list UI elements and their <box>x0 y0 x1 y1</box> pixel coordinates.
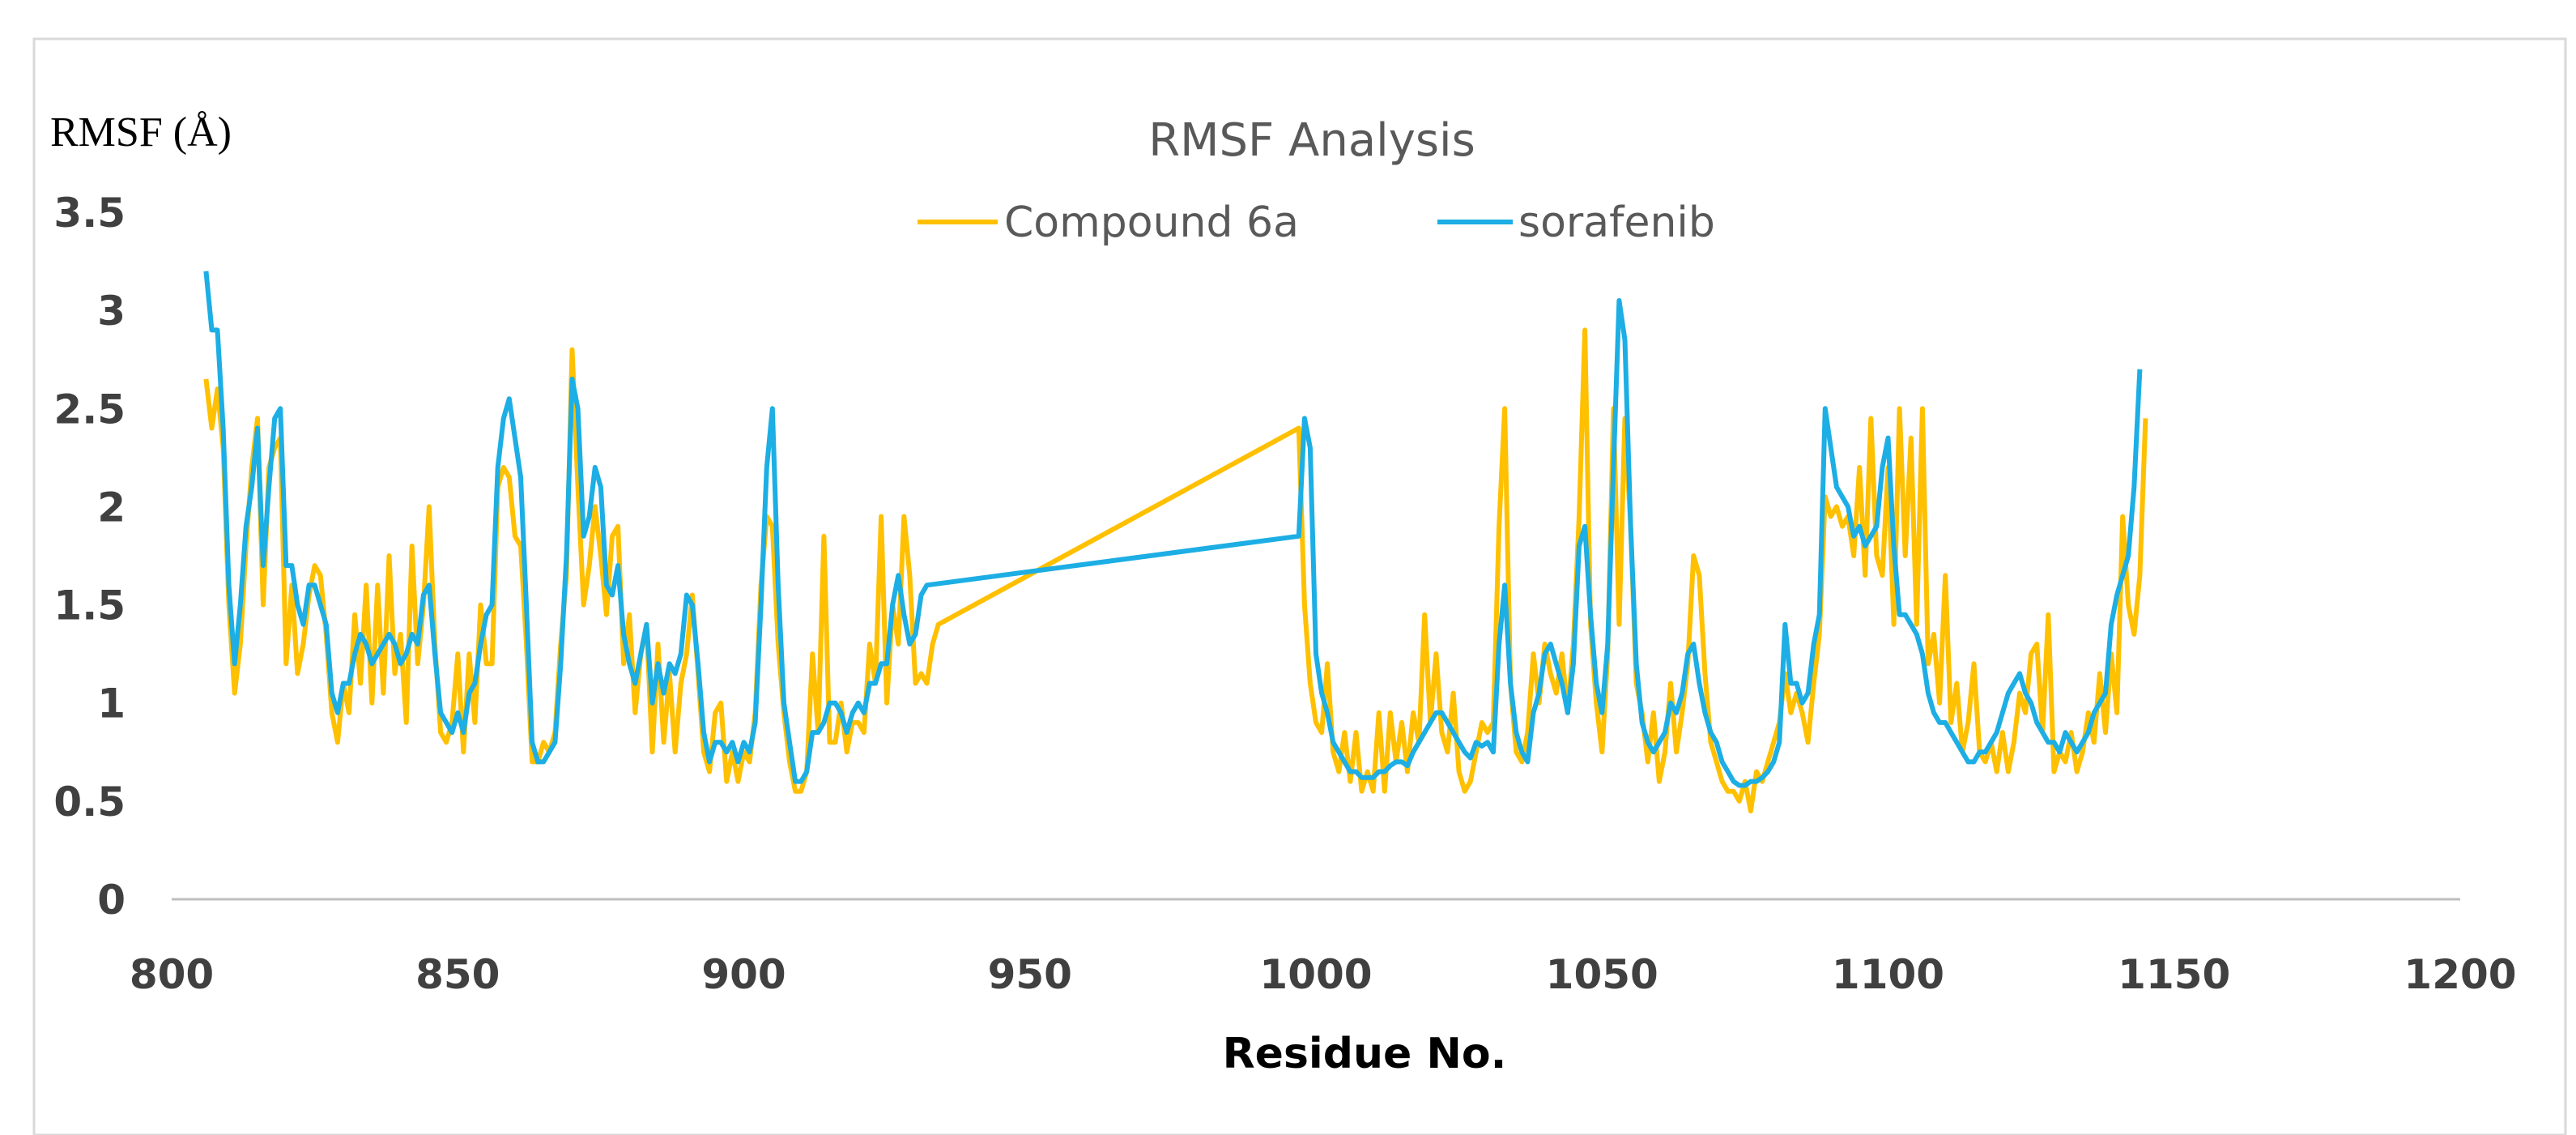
x-tick-label: 1100 <box>1832 951 1944 998</box>
y-tick-labels: 0 0.5 1 1.5 2 2.5 3 3.5 <box>53 190 126 924</box>
y-tick-label: 1.5 <box>53 582 126 629</box>
y-tick-label: 3 <box>97 288 126 335</box>
x-tick-label: 1050 <box>1546 951 1658 998</box>
y-tick-label: 2 <box>97 484 126 531</box>
x-tick-label: 1150 <box>2118 951 2230 998</box>
x-tick-label: 800 <box>130 951 214 998</box>
legend-label-compound-6a: Compound 6a <box>1004 198 1299 247</box>
x-axis-label: Residue No. <box>1223 1030 1507 1078</box>
series-layer <box>203 271 2148 813</box>
y-tick-label: 0 <box>97 877 126 924</box>
y-tick-label: 3.5 <box>53 190 126 237</box>
legend-label-sorafenib: sorafenib <box>1518 198 1715 247</box>
x-tick-label: 950 <box>988 951 1072 998</box>
x-tick-labels: 800 850 900 950 1000 1050 1100 1150 1200 <box>130 951 2517 998</box>
x-tick-label: 1200 <box>2404 951 2516 998</box>
series-line-compound-6a <box>203 327 2148 813</box>
chart-border <box>32 37 2567 1135</box>
legend: Compound 6a sorafenib <box>918 198 1715 247</box>
y-tick-label: 0.5 <box>53 779 126 826</box>
chart-title: RMSF Analysis <box>1148 114 1475 167</box>
y-axis-label: RMSF (Å) <box>50 109 232 156</box>
y-tick-label: 2.5 <box>53 386 126 433</box>
x-tick-label: 850 <box>415 951 500 998</box>
series-line-sorafenib <box>203 271 2143 788</box>
x-tick-label: 900 <box>701 951 786 998</box>
y-tick-label: 1 <box>97 681 126 728</box>
x-tick-label: 1000 <box>1259 951 1372 998</box>
